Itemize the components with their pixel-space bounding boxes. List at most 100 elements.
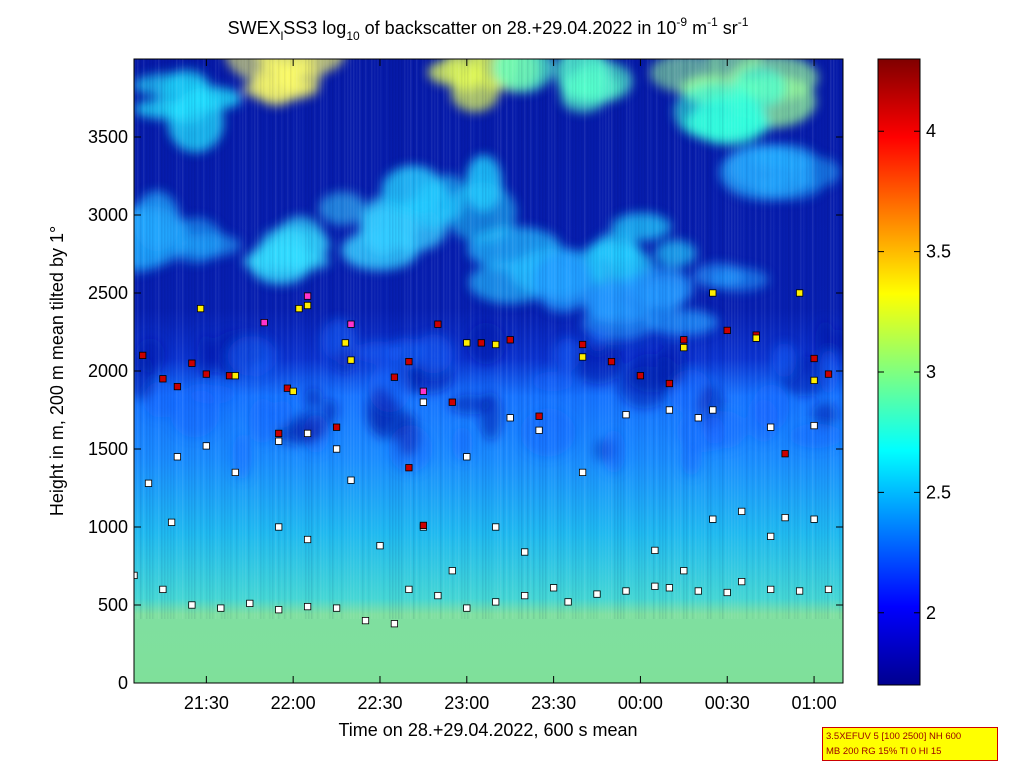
texture-stripe bbox=[284, 59, 286, 619]
texture-stripe bbox=[236, 59, 238, 619]
texture-stripe bbox=[470, 59, 472, 619]
texture-stripe bbox=[437, 59, 439, 619]
cloud-structure bbox=[711, 267, 769, 292]
marker-square-white-56 bbox=[709, 515, 717, 523]
texture-stripe bbox=[407, 59, 409, 619]
marker-square-red-11 bbox=[448, 398, 456, 406]
texture-stripe bbox=[521, 59, 523, 619]
marker-square-white-20 bbox=[665, 584, 674, 592]
marker-square-white-42 bbox=[694, 414, 702, 422]
marker-square-white-35 bbox=[419, 398, 428, 406]
texture-stripe bbox=[188, 59, 190, 619]
marker-square-white-6 bbox=[303, 603, 312, 611]
texture-stripe bbox=[278, 59, 280, 619]
texture-stripe bbox=[473, 59, 475, 619]
texture-stripe bbox=[350, 59, 352, 619]
texture-stripe bbox=[461, 59, 463, 619]
texture-stripe bbox=[185, 59, 187, 619]
aerosol-structure bbox=[811, 402, 838, 428]
y-tick-label-0: 0 bbox=[118, 673, 128, 693]
colorbar-tick-label-2: 3 bbox=[926, 362, 936, 382]
texture-stripe bbox=[200, 59, 202, 619]
texture-stripe bbox=[170, 59, 172, 619]
marker-square-red-4 bbox=[202, 370, 210, 378]
title-subscript-10: 10 bbox=[346, 29, 360, 43]
texture-stripe bbox=[152, 59, 154, 619]
texture-stripe bbox=[206, 59, 208, 619]
texture-stripe bbox=[458, 59, 460, 619]
texture-stripe bbox=[485, 59, 487, 619]
texture-stripe bbox=[245, 59, 247, 619]
marker-square-white-55 bbox=[680, 567, 688, 575]
texture-stripe bbox=[671, 59, 673, 619]
marker-square-white-53 bbox=[521, 548, 529, 556]
texture-stripe bbox=[830, 59, 832, 619]
texture-stripe bbox=[260, 59, 262, 619]
texture-stripe bbox=[272, 59, 274, 619]
texture-stripe bbox=[665, 59, 667, 619]
texture-stripe bbox=[818, 59, 820, 619]
y-tick-label-7: 3500 bbox=[88, 127, 128, 147]
marker-square-white-58 bbox=[781, 514, 789, 522]
marker-square-white-18 bbox=[622, 587, 630, 595]
texture-stripe bbox=[347, 59, 349, 619]
texture-stripe bbox=[677, 59, 679, 619]
texture-stripe bbox=[590, 59, 592, 619]
texture-stripe bbox=[551, 59, 553, 619]
layer-markers bbox=[134, 289, 833, 628]
title-part4: m bbox=[687, 18, 707, 38]
heatmap-structures bbox=[134, 59, 843, 480]
x-tick-label-5: 00:00 bbox=[618, 693, 663, 713]
aerosol-structure bbox=[232, 433, 252, 480]
marker-square-white-19 bbox=[651, 582, 659, 590]
texture-stripe bbox=[221, 59, 223, 619]
texture-stripe bbox=[215, 59, 217, 619]
cloud-structure bbox=[318, 191, 367, 226]
colorbar-tick-label-0: 2 bbox=[926, 603, 936, 623]
aerosol-structure bbox=[452, 426, 473, 461]
texture-stripe bbox=[557, 59, 559, 619]
marker-square-red-8 bbox=[390, 373, 399, 381]
marker-square-yellow-4 bbox=[341, 339, 349, 347]
texture-stripe bbox=[647, 59, 649, 619]
texture-stripe bbox=[812, 59, 814, 619]
texture-stripe bbox=[548, 59, 550, 619]
texture-stripe bbox=[692, 59, 694, 619]
texture-stripe bbox=[413, 59, 415, 619]
marker-square-white-2 bbox=[188, 601, 196, 609]
aerosol-structure bbox=[467, 322, 506, 365]
texture-stripe bbox=[332, 59, 334, 619]
texture-stripe bbox=[377, 59, 379, 619]
texture-stripe bbox=[539, 59, 541, 619]
marker-square-red-2 bbox=[173, 382, 181, 391]
x-axis: 21:30 22:00 22:30 23:00 23:30 00:00 00:30 01:00 bbox=[184, 59, 837, 713]
cloud-structure bbox=[733, 66, 786, 109]
marker-square-yellow-1 bbox=[231, 372, 239, 380]
marker-square-white-39 bbox=[579, 468, 587, 477]
texture-stripe bbox=[530, 59, 532, 619]
texture-stripe bbox=[839, 59, 841, 619]
marker-square-white-52 bbox=[492, 523, 500, 531]
texture-stripe bbox=[296, 59, 298, 619]
marker-square-red-17 bbox=[636, 372, 645, 380]
texture-stripe bbox=[809, 59, 811, 619]
texture-stripe bbox=[662, 59, 664, 619]
marker-square-white-15 bbox=[550, 584, 558, 592]
texture-stripe bbox=[452, 59, 454, 619]
texture-stripe bbox=[203, 59, 205, 619]
marker-square-red-10 bbox=[434, 320, 442, 328]
marker-square-yellow-7 bbox=[579, 353, 587, 361]
x-tick-label-6: 00:30 bbox=[705, 693, 750, 713]
texture-stripe bbox=[137, 59, 139, 619]
texture-stripe bbox=[659, 59, 661, 619]
texture-stripe bbox=[587, 59, 589, 619]
texture-stripe bbox=[779, 59, 781, 619]
texture-stripe bbox=[836, 59, 838, 619]
texture-stripe bbox=[431, 59, 433, 619]
texture-stripe bbox=[653, 59, 655, 619]
texture-stripe bbox=[596, 59, 598, 619]
texture-stripe bbox=[566, 59, 568, 619]
texture-stripe bbox=[749, 59, 751, 619]
texture-stripe bbox=[197, 59, 199, 619]
texture-stripe bbox=[770, 59, 772, 619]
